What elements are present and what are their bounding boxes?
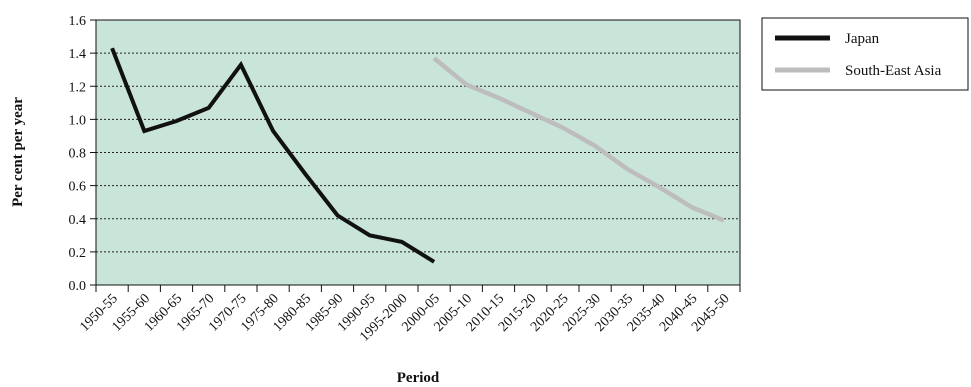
legend-label-south-east-asia: South-East Asia xyxy=(845,63,942,79)
series-line-japan xyxy=(110,47,436,264)
legend: Japan South-East Asia xyxy=(761,17,969,91)
y-tick-label: 1.6 xyxy=(69,14,87,29)
series-line-south-east-asia xyxy=(432,56,725,223)
y-tick-label: 0.6 xyxy=(69,180,87,195)
y-tick-label: 1.0 xyxy=(69,113,87,128)
y-axis-title: Per cent per year xyxy=(10,97,26,207)
legend-box xyxy=(761,17,969,91)
legend-label-japan: Japan xyxy=(845,31,880,47)
x-axis-title: Period xyxy=(397,370,440,386)
y-tick-label: 1.4 xyxy=(69,47,87,62)
y-tick-label: 0.8 xyxy=(69,147,87,162)
y-tick-label: 0.2 xyxy=(69,246,87,261)
y-tick-label: 0.0 xyxy=(69,279,87,294)
y-tick-label: 1.2 xyxy=(69,80,87,95)
y-tick-label: 0.4 xyxy=(69,213,87,228)
